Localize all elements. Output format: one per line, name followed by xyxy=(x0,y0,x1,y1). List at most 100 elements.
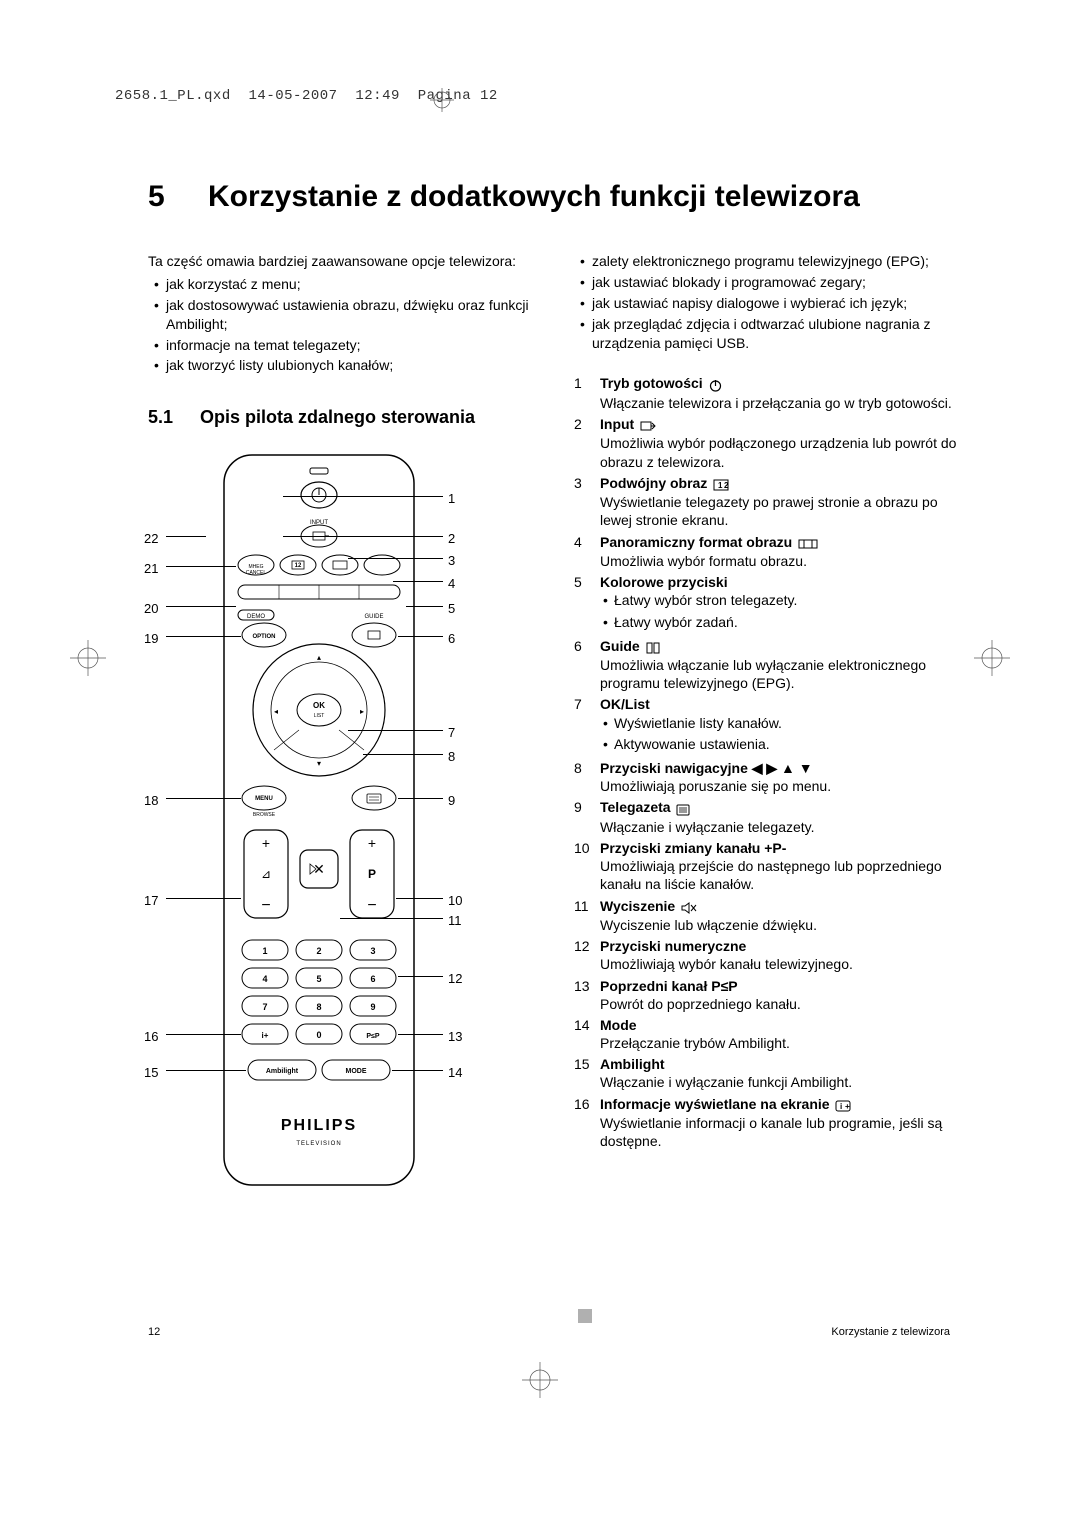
description-title: Guide xyxy=(600,638,640,654)
description-item: 13Poprzedni kanał P≤PPowrót do poprzedni… xyxy=(574,977,960,1013)
description-body: AmbilightWłączanie i wyłączanie funkcji … xyxy=(600,1055,960,1091)
callout-line xyxy=(396,898,443,899)
intro-lead: Ta część omawia bardziej zaawansowane op… xyxy=(148,252,534,271)
callout-number: 14 xyxy=(448,1064,462,1082)
callout-line xyxy=(166,566,236,567)
callout-line xyxy=(283,496,443,497)
description-text: Umożliwiają przejście do następnego lub … xyxy=(600,857,960,893)
description-text: Umożliwiają wybór kanału telewizyjnego. xyxy=(600,955,960,973)
description-title: Wyciszenie xyxy=(600,898,675,914)
svg-text:MODE: MODE xyxy=(346,1068,367,1075)
callout-number: 10 xyxy=(448,892,462,910)
power-icon xyxy=(709,376,722,394)
svg-text:2: 2 xyxy=(316,946,321,956)
callout-line xyxy=(166,536,206,537)
svg-text:LIST: LIST xyxy=(314,713,325,719)
description-item: 9Telegazeta Włączanie i wyłączanie teleg… xyxy=(574,798,960,836)
description-title: Przyciski numeryczne xyxy=(600,938,746,954)
dual-icon: 12 xyxy=(713,475,729,493)
description-number: 11 xyxy=(574,897,600,935)
description-number: 14 xyxy=(574,1016,600,1052)
description-item: 6Guide Umożliwia włączanie lub wyłączani… xyxy=(574,637,960,693)
description-number: 6 xyxy=(574,637,600,693)
svg-text:+: + xyxy=(368,835,376,851)
description-item: 15AmbilightWłączanie i wyłączanie funkcj… xyxy=(574,1055,960,1091)
callout-line xyxy=(348,730,443,731)
list-item: jak ustawiać napisy dialogowe i wybierać… xyxy=(574,294,960,313)
callout-line xyxy=(166,636,241,637)
svg-text:6: 6 xyxy=(370,974,375,984)
header-filename: 2658.1_PL.qxd xyxy=(115,88,231,104)
callout-line xyxy=(166,606,236,607)
description-item: 4Panoramiczny format obrazu Umożliwia wy… xyxy=(574,533,960,571)
description-title: Kolorowe przyciski xyxy=(600,574,728,590)
callout-number: 16 xyxy=(144,1028,158,1046)
svg-text:◂: ◂ xyxy=(274,707,278,716)
svg-text:3: 3 xyxy=(370,946,375,956)
description-body: Poprzedni kanał P≤PPowrót do poprzednieg… xyxy=(600,977,960,1013)
description-number: 13 xyxy=(574,977,600,1013)
description-text: Wyświetlanie informacji o kanale lub pro… xyxy=(600,1114,960,1150)
callout-number: 11 xyxy=(448,912,462,930)
description-body: Wyciszenie Wyciszenie lub włączenie dźwi… xyxy=(600,897,960,935)
description-text: Włączanie i wyłączanie telegazety. xyxy=(600,818,960,836)
svg-text:MENU: MENU xyxy=(255,796,273,802)
description-body: Input Umożliwia wybór podłączonego urząd… xyxy=(600,415,960,471)
description-body: Podwójny obraz 12Wyświetlanie telegazety… xyxy=(600,474,960,530)
list-item: Aktywowanie ustawienia. xyxy=(600,735,960,753)
description-body: Przyciski numeryczneUmożliwiają wybór ka… xyxy=(600,937,960,973)
description-item: 12Przyciski numeryczneUmożliwiają wybór … xyxy=(574,937,960,973)
callout-line xyxy=(166,1034,241,1035)
description-item: 11Wyciszenie Wyciszenie lub włączenie dź… xyxy=(574,897,960,935)
description-number: 16 xyxy=(574,1095,600,1151)
svg-text:−: − xyxy=(261,897,270,914)
intro-left: Ta część omawia bardziej zaawansowane op… xyxy=(148,252,534,1210)
callout-number: 21 xyxy=(144,560,158,578)
callout-number: 18 xyxy=(144,792,158,810)
svg-text:PHILIPS: PHILIPS xyxy=(281,1117,357,1134)
description-text: Umożliwia wybór podłączonego urządzenia … xyxy=(600,434,960,470)
description-text: Powrót do poprzedniego kanału. xyxy=(600,995,960,1013)
description-item: 3Podwójny obraz 12Wyświetlanie telegazet… xyxy=(574,474,960,530)
callout-number: 12 xyxy=(448,970,462,988)
crop-mark-icon xyxy=(70,640,106,676)
description-sublist: Łatwy wybór stron telegazety.Łatwy wybór… xyxy=(600,591,960,630)
description-title: Informacje wyświetlane na ekranie xyxy=(600,1096,830,1112)
svg-text:TELEVISION: TELEVISION xyxy=(296,1141,341,1147)
chapter-title: 5Korzystanie z dodatkowych funkcji telew… xyxy=(148,180,960,214)
callout-number: 4 xyxy=(448,575,455,593)
svg-text:1: 1 xyxy=(718,481,723,490)
description-number: 3 xyxy=(574,474,600,530)
callout-line xyxy=(393,581,443,582)
callout-line xyxy=(363,754,443,755)
callout-line xyxy=(166,898,241,899)
intro-right-bullets: zalety elektronicznego programu telewizy… xyxy=(574,252,960,352)
description-body: Tryb gotowości Włączanie telewizora i pr… xyxy=(600,374,960,412)
remote-diagram: INPUT MHEG CANCEL 12 xyxy=(148,450,488,1210)
crop-mark-icon xyxy=(430,88,454,112)
chapter-number: 5 xyxy=(148,180,208,214)
description-text: Umożliwiają poruszanie się po menu. xyxy=(600,777,960,795)
callout-number: 7 xyxy=(448,724,455,742)
description-title: Przyciski zmiany kanału +P- xyxy=(600,840,786,856)
description-sublist: Wyświetlanie listy kanałów.Aktywowanie u… xyxy=(600,714,960,753)
description-body: Przyciski zmiany kanału +P-Umożliwiają p… xyxy=(600,839,960,894)
svg-text:▸: ▸ xyxy=(360,707,364,716)
callout-number: 15 xyxy=(144,1064,158,1082)
input-icon xyxy=(640,416,656,434)
svg-text:✕: ✕ xyxy=(313,861,325,877)
description-text: Przełączanie trybów Ambilight. xyxy=(600,1034,960,1052)
description-body: Guide Umożliwia włączanie lub wyłączanie… xyxy=(600,637,960,693)
teletext-icon xyxy=(676,800,690,818)
callout-number: 1 xyxy=(448,490,455,508)
crop-mark-icon xyxy=(522,1362,558,1398)
callout-number: 22 xyxy=(144,530,158,548)
description-title: Poprzedni kanał P≤P xyxy=(600,978,738,994)
svg-text:⊿: ⊿ xyxy=(261,867,271,881)
callout-line xyxy=(406,606,443,607)
svg-text:0: 0 xyxy=(316,1030,321,1040)
callout-number: 2 xyxy=(448,530,455,548)
chapter-title-text: Korzystanie z dodatkowych funkcji telewi… xyxy=(208,180,860,213)
description-title: Input xyxy=(600,416,634,432)
callout-number: 13 xyxy=(448,1028,462,1046)
